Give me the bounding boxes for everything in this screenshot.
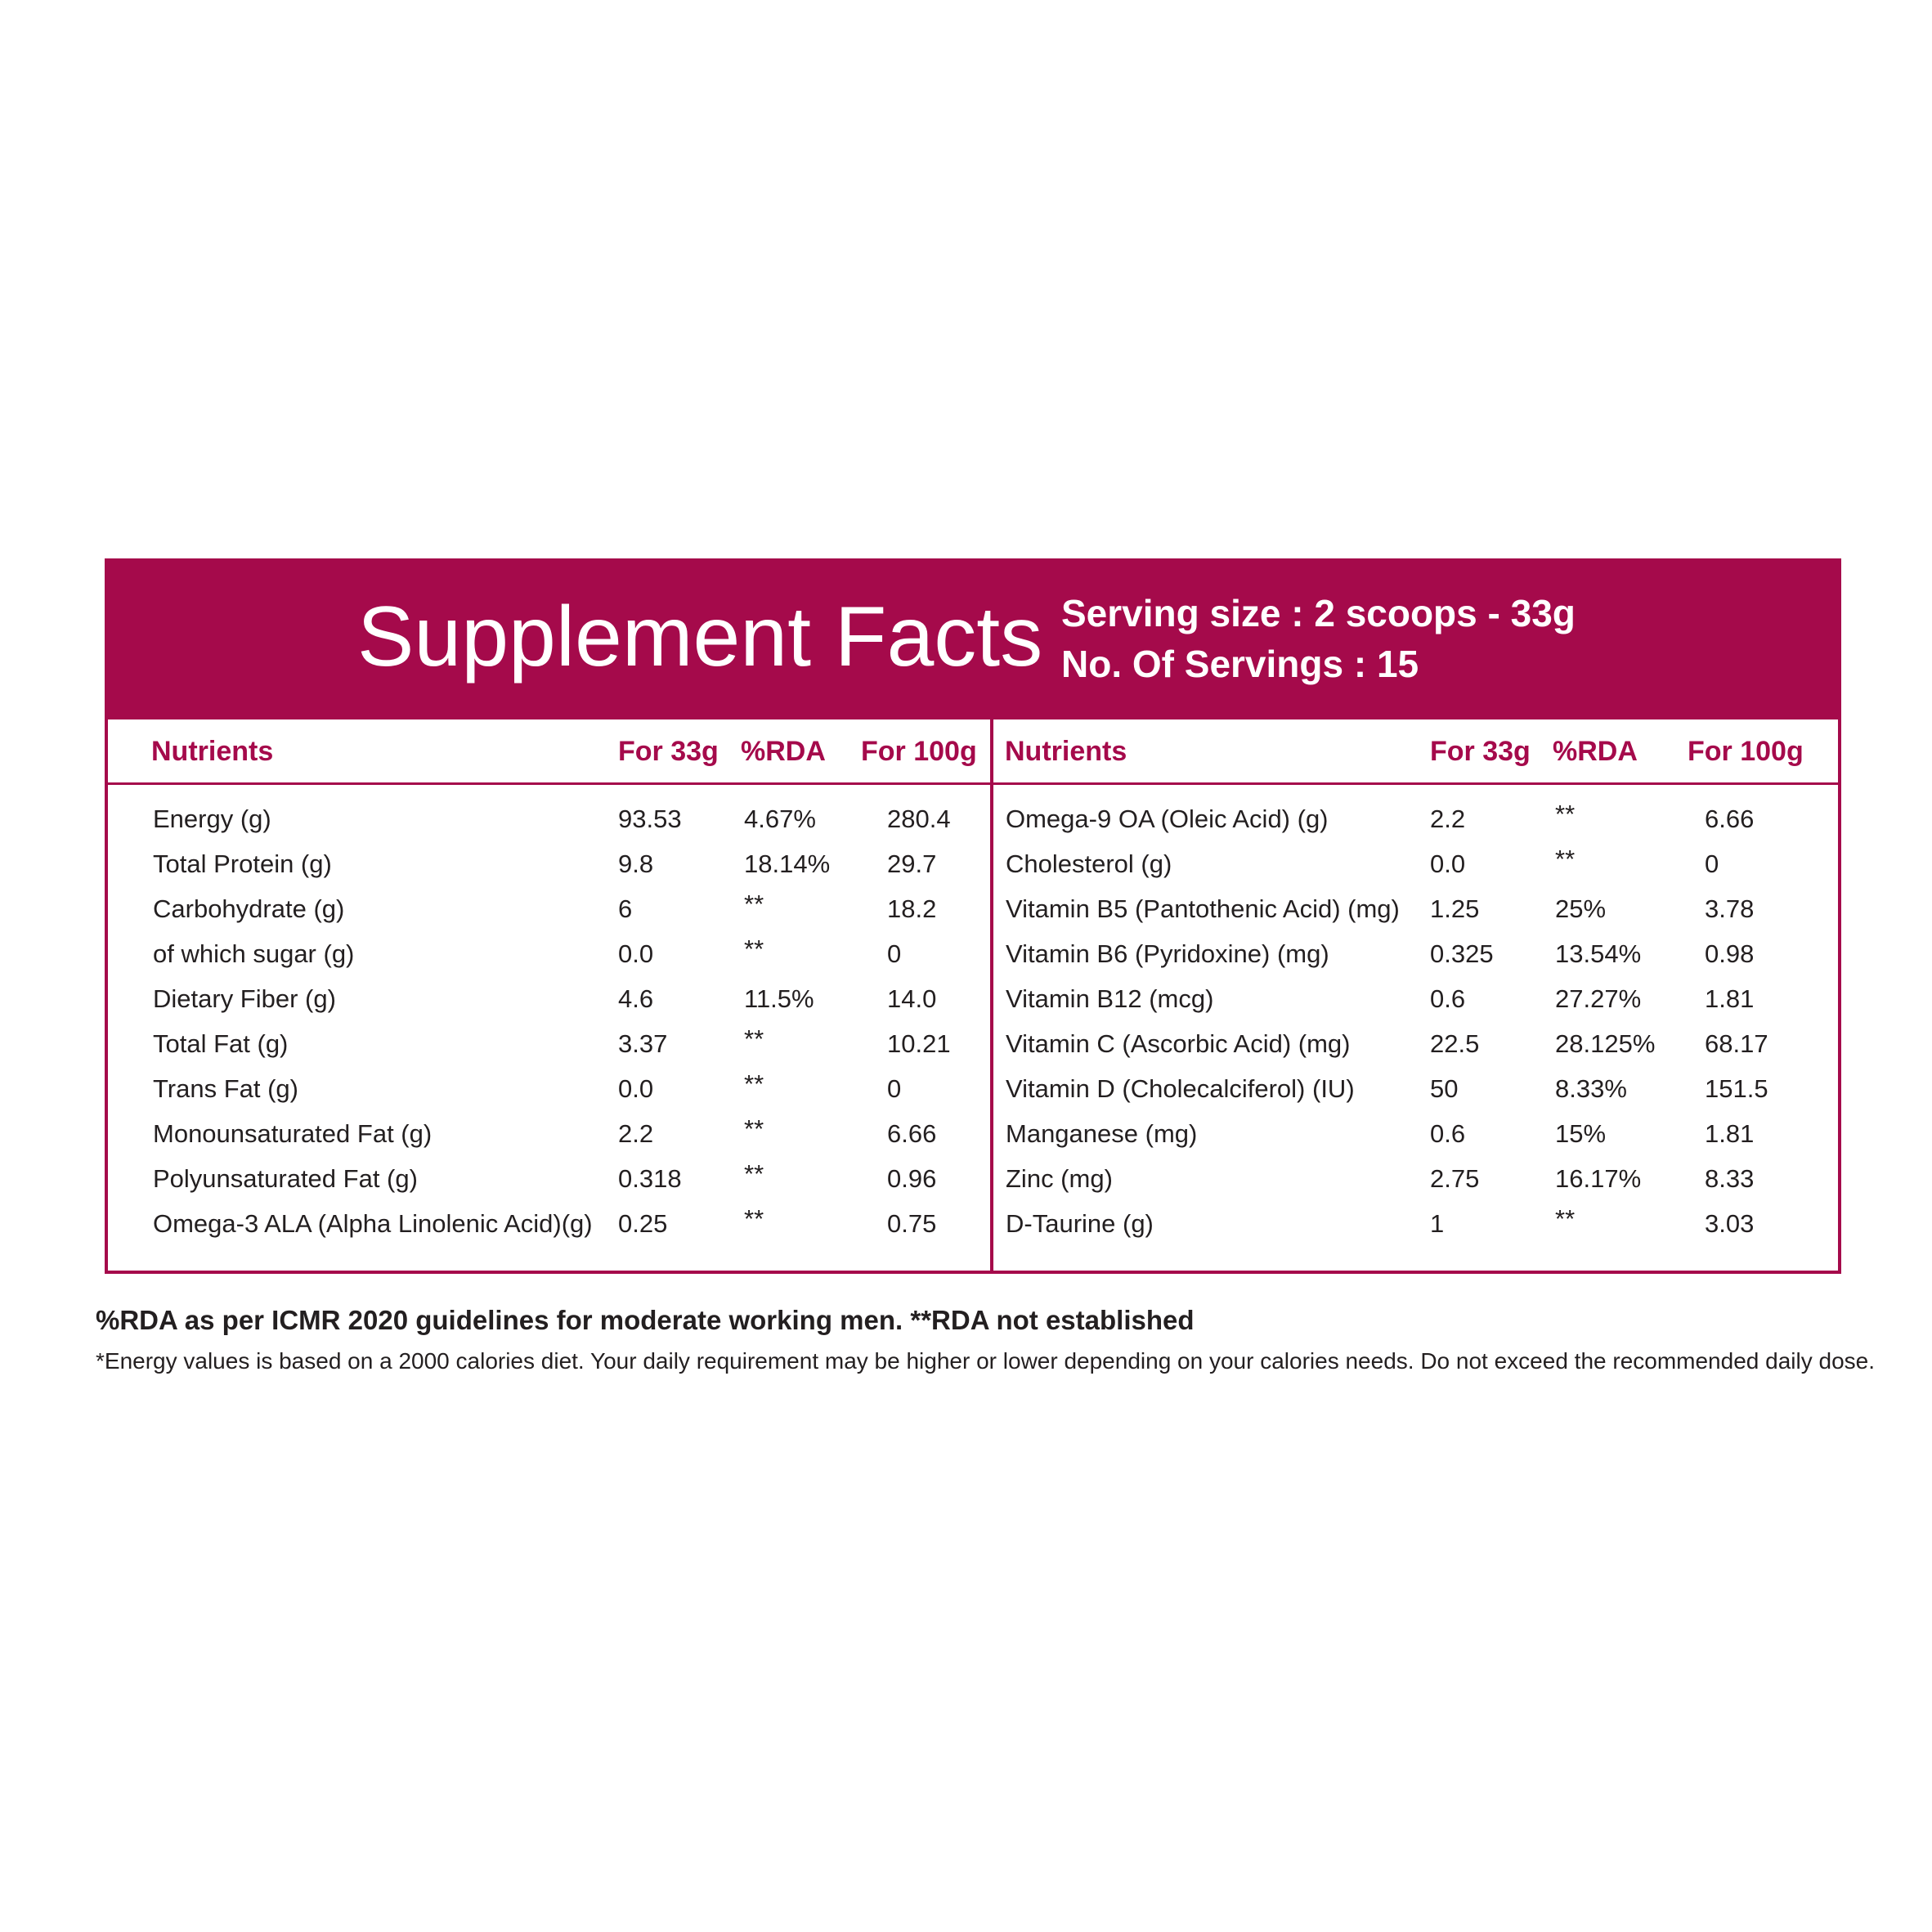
value-for-100g: 29.7 [887, 849, 937, 878]
value-rda: 18.14% [744, 849, 831, 878]
header-rule [108, 782, 1838, 785]
value-for-100g: 14.0 [887, 984, 937, 1013]
value-rda: ** [744, 1024, 764, 1053]
value-for-33g: 6 [618, 894, 633, 923]
value-rda: 15% [1555, 1119, 1607, 1148]
panel-title: Supplement Facts [357, 589, 1043, 684]
value-for-33g: 4.6 [618, 984, 654, 1013]
value-for-100g: 0 [887, 939, 902, 968]
value-for-33g: 0.6 [1430, 1119, 1466, 1148]
value-rda: ** [744, 890, 764, 918]
nutrient-name: Manganese (mg) [1006, 1119, 1198, 1148]
value-for-33g: 2.2 [618, 1119, 654, 1148]
nutrient-name: Carbohydrate (g) [153, 894, 345, 923]
right-header-rda: %RDA [1553, 736, 1638, 767]
right-header-nutrients: Nutrients [1005, 736, 1127, 767]
nutrient-name: of which sugar (g) [153, 939, 355, 968]
value-rda: 13.54% [1555, 939, 1642, 968]
value-for-100g: 3.78 [1705, 894, 1755, 923]
nutrient-name: Vitamin D (Cholecalciferol) (IU) [1006, 1074, 1355, 1103]
left-header-rda: %RDA [741, 736, 826, 767]
value-for-100g: 151.5 [1705, 1074, 1768, 1103]
value-for-33g: 0.0 [618, 939, 654, 968]
nutrient-name: Total Protein (g) [153, 849, 332, 878]
nutrient-name: Polyunsaturated Fat (g) [153, 1164, 418, 1193]
value-for-100g: 0 [1705, 849, 1719, 878]
value-for-100g: 68.17 [1705, 1029, 1768, 1058]
value-rda: 4.67% [744, 805, 816, 833]
nutrient-name: Energy (g) [153, 805, 271, 833]
value-for-33g: 0.0 [618, 1074, 654, 1103]
column-divider [990, 719, 993, 1271]
value-for-33g: 2.75 [1430, 1164, 1480, 1193]
nutrient-name: Omega-9 OA (Oleic Acid) (g) [1006, 805, 1329, 833]
value-for-100g: 0.96 [887, 1164, 937, 1193]
value-for-33g: 22.5 [1430, 1029, 1480, 1058]
nutrient-name: Vitamin B6 (Pyridoxine) (mg) [1006, 939, 1329, 968]
value-rda: 16.17% [1555, 1164, 1642, 1193]
value-for-33g: 0.318 [618, 1164, 682, 1193]
value-for-33g: 50 [1430, 1074, 1459, 1103]
value-for-100g: 1.81 [1705, 1119, 1755, 1148]
servings-count: No. Of Servings : 15 [1061, 643, 1419, 685]
nutrient-name: Dietary Fiber (g) [153, 984, 336, 1013]
value-for-100g: 0 [887, 1074, 902, 1103]
value-rda: 11.5% [744, 984, 814, 1013]
value-rda: ** [744, 1114, 764, 1143]
left-header-for33g: For 33g [618, 736, 719, 767]
value-for-33g: 0.0 [1430, 849, 1466, 878]
supplement-facts-panel: Supplement Facts Serving size : 2 scoops… [105, 558, 1841, 1274]
serving-size: Serving size : 2 scoops - 33g [1061, 592, 1576, 634]
value-rda: ** [1555, 1204, 1576, 1233]
value-for-33g: 93.53 [618, 805, 682, 833]
nutrient-name: Trans Fat (g) [153, 1074, 298, 1103]
value-for-33g: 1 [1430, 1209, 1445, 1238]
right-header-for33g: For 33g [1430, 736, 1531, 767]
value-for-100g: 0.98 [1705, 939, 1755, 968]
value-for-33g: 2.2 [1430, 805, 1466, 833]
nutrient-name: D-Taurine (g) [1006, 1209, 1154, 1238]
nutrient-name: Vitamin B5 (Pantothenic Acid) (mg) [1006, 894, 1400, 923]
value-for-33g: 3.37 [618, 1029, 668, 1058]
value-for-100g: 0.75 [887, 1209, 937, 1238]
value-rda: ** [744, 935, 764, 963]
value-rda: ** [1555, 845, 1576, 873]
rda-footnote: %RDA as per ICMR 2020 guidelines for mod… [96, 1305, 1195, 1335]
nutrient-name: Total Fat (g) [153, 1029, 289, 1058]
nutrient-name: Cholesterol (g) [1006, 849, 1172, 878]
value-rda: ** [744, 1069, 764, 1098]
left-header-nutrients: Nutrients [151, 736, 274, 767]
value-rda: ** [744, 1204, 764, 1233]
right-header-for100g: For 100g [1688, 736, 1804, 767]
value-for-100g: 6.66 [887, 1119, 937, 1148]
value-for-33g: 1.25 [1430, 894, 1480, 923]
value-rda: 28.125% [1555, 1029, 1656, 1058]
value-for-100g: 3.03 [1705, 1209, 1755, 1238]
nutrient-name: Omega-3 ALA (Alpha Linolenic Acid)(g) [153, 1209, 593, 1238]
value-for-100g: 10.21 [887, 1029, 951, 1058]
value-rda: ** [1555, 800, 1576, 828]
value-for-33g: 0.6 [1430, 984, 1466, 1013]
value-for-33g: 0.25 [618, 1209, 668, 1238]
value-for-100g: 280.4 [887, 805, 951, 833]
nutrient-name: Zinc (mg) [1006, 1164, 1113, 1193]
value-for-100g: 6.66 [1705, 805, 1755, 833]
value-for-33g: 9.8 [618, 849, 654, 878]
nutrient-name: Monounsaturated Fat (g) [153, 1119, 433, 1148]
serving-info: Serving size : 2 scoops - 33g No. Of Ser… [1061, 588, 1576, 689]
value-for-100g: 18.2 [887, 894, 937, 923]
nutrient-name: Vitamin C (Ascorbic Acid) (mg) [1006, 1029, 1351, 1058]
title-banner: Supplement Facts Serving size : 2 scoops… [108, 562, 1838, 719]
value-for-100g: 8.33 [1705, 1164, 1755, 1193]
value-rda: 27.27% [1555, 984, 1642, 1013]
value-rda: ** [744, 1159, 764, 1188]
energy-footnote: *Energy values is based on a 2000 calori… [96, 1348, 1875, 1374]
value-rda: 8.33% [1555, 1074, 1627, 1103]
left-header-for100g: For 100g [861, 736, 977, 767]
value-for-100g: 1.81 [1705, 984, 1755, 1013]
value-for-33g: 0.325 [1430, 939, 1494, 968]
value-rda: 25% [1555, 894, 1607, 923]
nutrient-name: Vitamin B12 (mcg) [1006, 984, 1214, 1013]
